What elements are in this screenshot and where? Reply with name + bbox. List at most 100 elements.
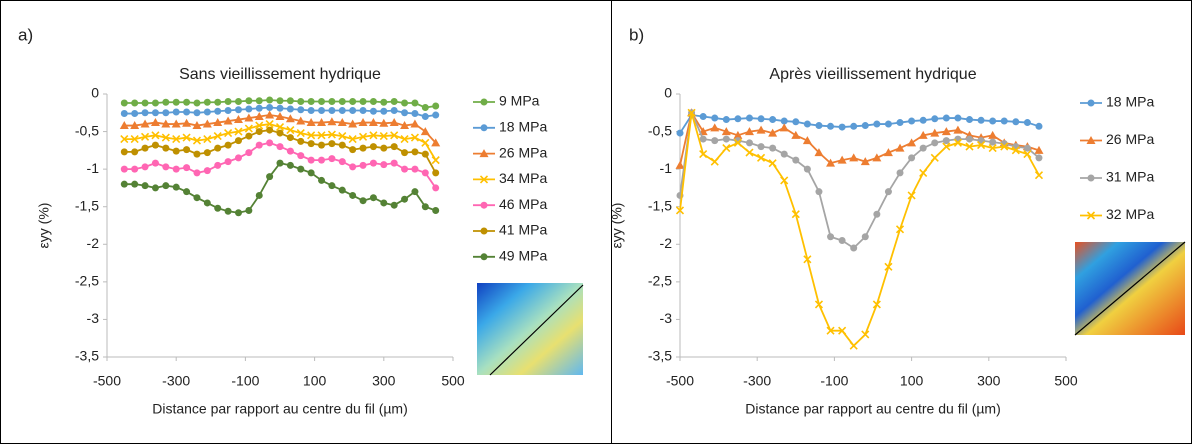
data-point: [780, 117, 788, 125]
data-point: [307, 156, 315, 164]
data-point: [907, 138, 917, 147]
data-point: [140, 132, 150, 141]
data-point: [1011, 146, 1020, 155]
data-point: [255, 141, 263, 149]
data-point: [814, 300, 824, 309]
chart-title: Sans vieillissement hydrique: [179, 66, 381, 83]
y-tick-label: -2: [660, 235, 673, 251]
data-point: [390, 107, 398, 115]
data-point: [369, 143, 377, 151]
data-point: [431, 156, 440, 165]
data-point: [328, 182, 336, 190]
x-tick-label: -500: [93, 373, 121, 389]
data-point: [359, 161, 367, 169]
data-point: [203, 108, 211, 116]
data-point: [245, 132, 253, 140]
data-point: [359, 144, 367, 152]
data-point: [130, 121, 140, 130]
data-point: [954, 114, 962, 122]
data-point: [768, 159, 777, 168]
data-point: [421, 104, 429, 112]
data-point: [203, 98, 211, 106]
data-point: [421, 150, 429, 158]
data-point: [420, 127, 430, 136]
data-point: [369, 194, 377, 202]
inset-image: [477, 283, 584, 376]
data-point: [780, 150, 788, 158]
legend-marker: [1086, 211, 1096, 220]
data-point: [348, 135, 357, 144]
data-point: [1000, 142, 1009, 151]
chart-title: Après vieillissement hydrique: [769, 66, 976, 83]
data-point: [306, 118, 316, 127]
data-point: [722, 144, 731, 153]
data-point: [193, 99, 201, 107]
legend-marker: [480, 124, 488, 132]
data-point: [977, 116, 985, 124]
legend-label: 26 MPa: [1106, 131, 1154, 147]
data-point: [931, 115, 939, 123]
data-point: [401, 109, 409, 117]
legend-label: 46 MPa: [499, 196, 547, 212]
panel-label: a): [18, 25, 33, 44]
legend-label: 34 MPa: [499, 170, 547, 186]
data-point: [328, 98, 336, 106]
legend-label: 31 MPa: [1106, 169, 1154, 185]
legend-marker: [479, 149, 489, 158]
y-tick-label: -3: [87, 310, 100, 326]
data-point: [873, 120, 881, 128]
data-point: [379, 132, 388, 141]
data-point: [711, 114, 719, 122]
data-point: [183, 188, 191, 196]
data-point: [120, 135, 129, 144]
data-point: [266, 173, 274, 181]
legend-label: 41 MPa: [499, 222, 547, 238]
data-point: [838, 123, 846, 131]
data-point: [1012, 118, 1020, 126]
data-point: [421, 138, 430, 147]
data-point: [307, 169, 315, 177]
data-point: [224, 98, 232, 106]
data-point: [151, 109, 159, 117]
data-point: [699, 113, 707, 121]
data-point: [297, 98, 305, 106]
x-tick-label: -100: [820, 373, 848, 389]
data-point: [214, 98, 222, 106]
data-point: [214, 161, 222, 169]
data-point: [884, 188, 892, 196]
y-tick-label: 0: [664, 85, 672, 101]
data-point: [710, 123, 720, 132]
data-point: [193, 109, 201, 117]
data-point: [954, 135, 962, 143]
data-point: [202, 119, 212, 128]
data-point: [255, 104, 263, 112]
data-point: [400, 135, 409, 144]
data-point: [401, 165, 409, 173]
data-point: [338, 158, 346, 166]
x-tick-label: -300: [162, 373, 190, 389]
data-point: [141, 99, 149, 107]
data-point: [930, 128, 940, 137]
data-point: [390, 98, 398, 106]
data-point: [338, 186, 346, 194]
data-point: [421, 113, 429, 121]
data-point: [756, 125, 766, 134]
data-point: [676, 129, 684, 137]
data-point: [162, 163, 170, 171]
data-point: [161, 133, 170, 142]
data-point: [214, 204, 222, 212]
data-point: [275, 112, 285, 121]
data-point: [307, 107, 315, 115]
data-point: [162, 144, 170, 152]
data-point: [141, 182, 149, 190]
data-point: [245, 206, 253, 214]
data-point: [120, 180, 128, 188]
data-point: [131, 180, 139, 188]
data-point: [120, 165, 128, 173]
data-point: [744, 127, 754, 136]
data-point: [307, 131, 316, 140]
data-point: [802, 136, 812, 145]
data-point: [953, 125, 963, 134]
data-point: [941, 127, 951, 136]
